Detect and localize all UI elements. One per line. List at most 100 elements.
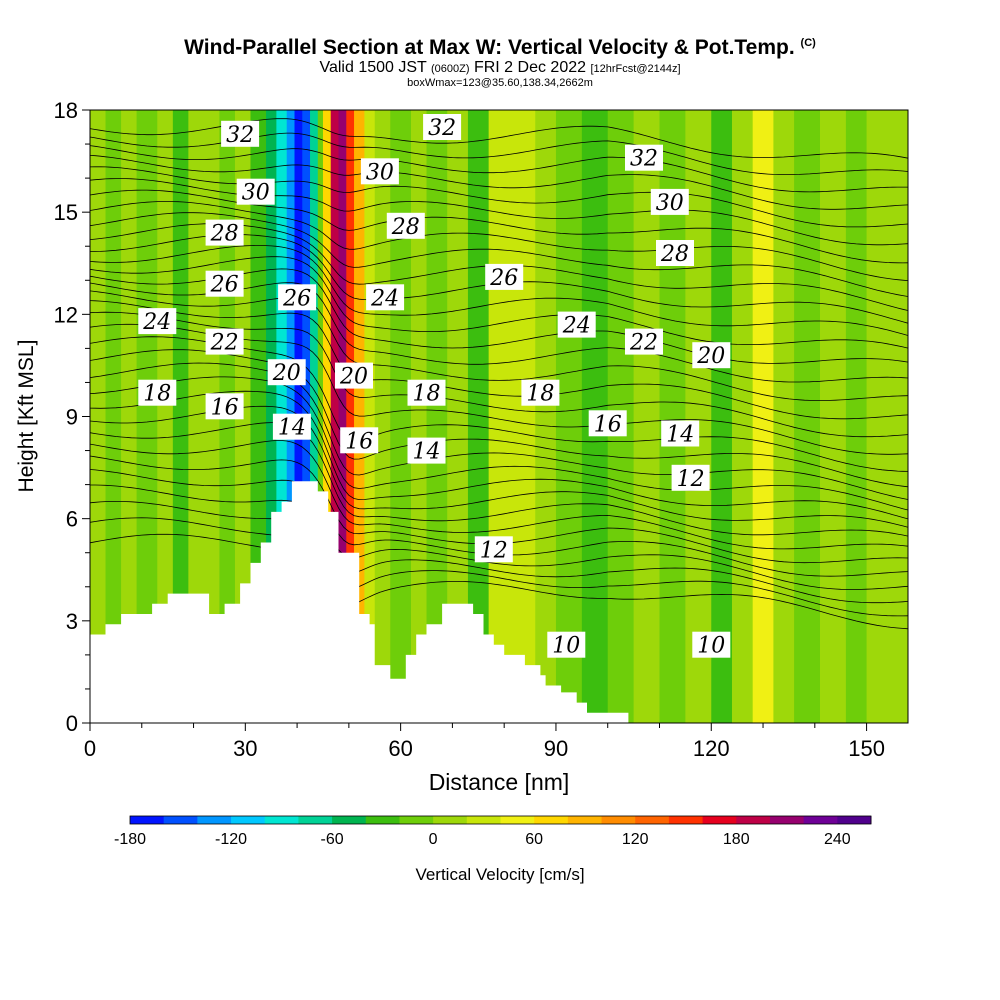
w-column-31 — [509, 110, 536, 723]
contour-label-text: 16 — [594, 412, 622, 437]
contour-label-bg — [340, 427, 379, 454]
contour-label-text: 32 — [428, 116, 456, 141]
isentrope-line — [90, 517, 908, 617]
isentrope-line — [90, 362, 908, 500]
contour-label-text: 18 — [526, 382, 554, 407]
y-tick-label: 0 — [66, 711, 78, 736]
colorbar-swatch — [837, 816, 872, 824]
isentrope-line — [90, 500, 908, 604]
w-column-5 — [172, 110, 189, 723]
y-tick-label: 3 — [66, 609, 78, 634]
w-column-0 — [90, 110, 107, 723]
contour-label-bg — [236, 178, 275, 205]
contour-label: 18 — [521, 379, 560, 407]
isentrope-line — [90, 201, 908, 281]
contour-label-bg — [557, 311, 596, 338]
contour-label: 14 — [407, 437, 446, 465]
contour-label: 22 — [625, 328, 663, 356]
contour-label-bg — [671, 464, 710, 491]
contour-label-text: 10 — [697, 634, 725, 659]
contour-label-text: 30 — [366, 160, 394, 185]
isentrope-line — [90, 212, 908, 297]
contour-label-text: 22 — [210, 331, 239, 356]
contour-label: 10 — [547, 631, 586, 659]
colorbar-tick-label: -120 — [215, 831, 247, 848]
x-tick-label: 90 — [544, 736, 568, 761]
isentrope-line — [90, 422, 908, 537]
contour-label-text: 26 — [282, 286, 311, 311]
contour-label-bg — [360, 158, 399, 185]
w-column-25 — [390, 110, 412, 723]
contour-label: 10 — [692, 631, 731, 659]
w-column-33 — [555, 110, 583, 723]
w-column-41 — [752, 110, 774, 723]
isentrope-line — [90, 376, 908, 511]
w-column-23 — [364, 110, 376, 723]
terrain-mask — [90, 481, 908, 723]
isentrope-line — [90, 533, 908, 630]
colorbar-tick-label: 0 — [429, 831, 438, 848]
w-column-39 — [711, 110, 733, 723]
contour-label: 16 — [205, 393, 244, 420]
colorbar-swatch — [399, 816, 434, 824]
isentrope-line — [90, 440, 908, 550]
contour-label: 28 — [656, 240, 694, 267]
contour-label-text: 26 — [210, 273, 239, 298]
contour-label-text: 18 — [143, 382, 171, 407]
valid-date: FRI 2 Dec 2022 — [473, 59, 587, 76]
contour-label-bg — [335, 362, 373, 389]
contour-label-text: 14 — [278, 416, 306, 441]
contour-label-bg — [407, 437, 446, 464]
w-column-42 — [773, 110, 795, 723]
terrain — [90, 481, 908, 723]
contour-label-bg — [267, 359, 306, 386]
contour-label-text: 18 — [413, 382, 441, 407]
contour-label: 22 — [205, 328, 244, 356]
w-column-17 — [317, 110, 324, 723]
colorbar-swatch — [298, 816, 333, 824]
contour-label-text: 20 — [339, 365, 368, 390]
colorbar-frame — [129, 815, 872, 825]
contour-label: 20 — [692, 342, 731, 369]
contour-label-text: 20 — [696, 344, 725, 369]
colorbar-swatch — [433, 816, 468, 824]
colorbar-swatch — [668, 816, 704, 824]
w-column-38 — [685, 110, 712, 723]
contour-label-bg — [205, 328, 244, 355]
w-column-29 — [467, 110, 490, 723]
contour-label: 26 — [485, 263, 524, 291]
contour-label: 20 — [267, 359, 306, 386]
w-column-27 — [426, 110, 448, 723]
y-tick-label: 18 — [54, 98, 78, 123]
isentrope-line — [90, 484, 908, 590]
copyright-flag: (C) — [800, 37, 816, 49]
contour-label: 32 — [423, 114, 462, 141]
w-column-16 — [310, 110, 319, 723]
colorbar-swatch — [601, 816, 636, 824]
valid-time-utc: (0600Z) — [430, 63, 470, 75]
colorbar-swatch — [803, 816, 838, 824]
chart-subtitle: Valid 1500 JST (0600Z) FRI 2 Dec 2022 [1… — [0, 59, 1000, 77]
isentrope-line — [90, 256, 908, 349]
contour-label-text: 30 — [242, 181, 270, 206]
contour-label-bg — [366, 284, 405, 311]
contour-label-text: 20 — [272, 361, 301, 386]
contour-label-bg — [661, 420, 700, 447]
colorbar-label: Vertical Velocity [cm/s] — [415, 865, 584, 884]
colorbar-swatch — [534, 816, 569, 824]
contour-label: 16 — [340, 427, 379, 454]
isentrope-line — [90, 189, 908, 264]
w-column-40 — [731, 110, 754, 723]
contour-label-text: 24 — [562, 314, 591, 339]
isentrope-line — [90, 178, 908, 246]
colorbar-swatch — [500, 816, 535, 824]
contour-label-text: 10 — [552, 634, 580, 659]
contour-label-bg — [485, 263, 524, 290]
contour-label-bg — [521, 379, 560, 406]
contour-label-bg — [650, 188, 689, 215]
colorbar-tick-label: -60 — [321, 831, 344, 848]
w-column-4 — [157, 110, 174, 723]
x-tick-label: 150 — [848, 736, 885, 761]
contour-label-bg — [221, 120, 260, 147]
colorbar-swatch — [163, 816, 198, 824]
